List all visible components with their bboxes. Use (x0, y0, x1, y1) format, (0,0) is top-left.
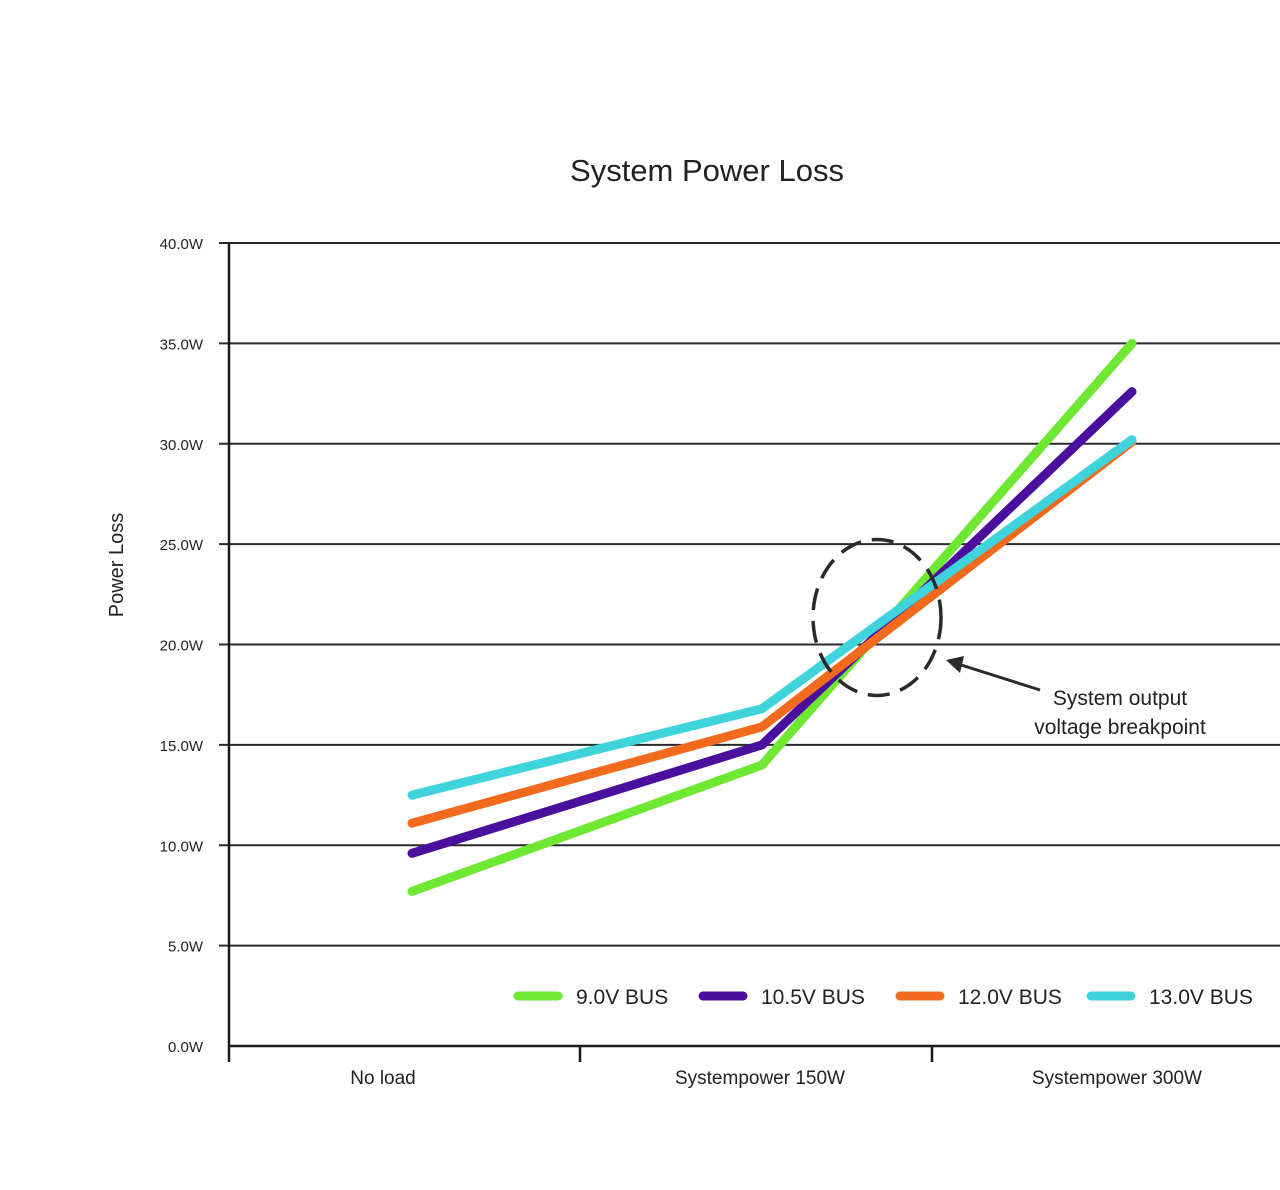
x-category-label: No load (350, 1068, 416, 1089)
series-lines (407, 338, 1137, 896)
y-tick-label: 0.0W (168, 1039, 204, 1056)
y-tick-label: 15.0W (160, 738, 204, 755)
y-tick-label: 30.0W (160, 437, 204, 454)
series-line (407, 338, 1137, 896)
y-axis-label: Power Loss (106, 513, 128, 618)
breakpoint-circle (811, 537, 943, 698)
annotation-text: System output (1053, 687, 1187, 710)
series-line (407, 387, 1137, 858)
annotation-arrow-shaft (957, 662, 1041, 692)
legend-label: 10.5V BUS (761, 986, 865, 1009)
y-tick-label: 5.0W (168, 939, 204, 956)
y-tick-label: 40.0W (160, 236, 204, 253)
series-line (407, 435, 1137, 800)
x-category-label: Systempower 150W (675, 1068, 845, 1089)
y-tick-label: 35.0W (160, 336, 204, 353)
y-tick-label: 25.0W (160, 537, 204, 554)
y-tick-labels: 0.0W 5.0W 10.0W 15.0W 20.0W 25.0W 30.0W 35.0W 40… (160, 236, 204, 1056)
gridlines (219, 242, 1280, 947)
legend-label: 13.0V BUS (1149, 986, 1253, 1009)
annotation-arrowhead (946, 656, 964, 673)
x-category-labels: No load Systempower 150W Systempower 300W (350, 1068, 1202, 1089)
breakpoint-annotation: System output voltage breakpoint (811, 537, 1206, 739)
annotation-text: voltage breakpoint (1034, 716, 1206, 739)
axes (227, 243, 1280, 1062)
legend-label: 9.0V BUS (576, 986, 668, 1009)
legend-label: 12.0V BUS (958, 986, 1062, 1009)
y-tick-label: 20.0W (160, 638, 204, 655)
series-line (407, 437, 1137, 828)
legend: 9.0V BUS 10.5V BUS 12.0V BUS 13.0V BUS (513, 986, 1253, 1009)
chart-title: System Power Loss (570, 153, 844, 188)
x-category-label: Systempower 300W (1032, 1068, 1202, 1089)
y-tick-label: 10.0W (160, 838, 204, 855)
